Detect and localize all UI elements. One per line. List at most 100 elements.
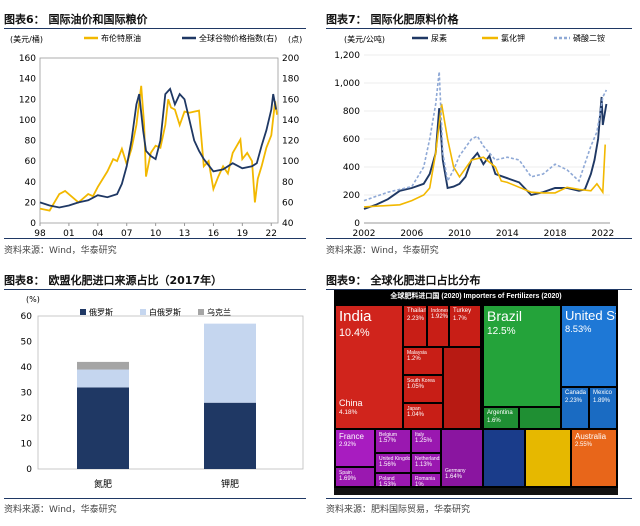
treemap-block-asia-other [444, 348, 480, 428]
treemap-share-label: 2.55% [575, 442, 593, 448]
treemap-country-label: Netherlands [415, 456, 440, 462]
treemap-country-label: Indonesia [431, 308, 448, 314]
chart6-source: 资料来源：Wind，华泰研究 [4, 246, 117, 256]
treemap-block-south-korea: South Korea 1.05% [404, 376, 442, 402]
treemap-block-romania: Romania 1% [412, 474, 440, 486]
chart6-frame [39, 57, 279, 224]
treemap-block-turkey: Turkey 1.7% [450, 306, 480, 346]
treemap-country-label: Germany [445, 468, 466, 474]
treemap-country-label: South Korea [407, 378, 435, 384]
treemap-country-label: United States [565, 308, 616, 323]
treemap-block-poland: Poland 1.53% [376, 474, 410, 486]
treemap-share-label: 1.56% [379, 462, 397, 469]
chart6-unit-left: (美元/桶) [10, 34, 43, 44]
treemap-share-label: 4.18% [339, 409, 358, 417]
treemap-share-label: 1.92% [431, 314, 448, 321]
treemap-share-label: 1.04% [407, 412, 425, 419]
chart7-title-rule [326, 28, 632, 29]
treemap-share-label: 1.57% [379, 438, 397, 445]
treemap-block-netherlands: Netherlands 1.13% [412, 454, 440, 472]
chart8-legend-label: 白俄罗斯 [149, 307, 181, 317]
treemap-share-label: 1.64% [445, 474, 463, 481]
chart9-title-rule [326, 289, 632, 290]
chart6-ytick-right: 60 [282, 198, 294, 208]
chart9-source: 资料来源：肥料国际贸易，华泰研究 [326, 505, 471, 515]
treemap-share-label: 10.4% [339, 326, 370, 339]
treemap-block-thailand: Thailand2.23% [404, 306, 426, 346]
chart6-series-oil [39, 85, 278, 212]
chart6-legend-label: 布伦特原油 [101, 33, 141, 43]
treemap-share-label: 1.7% [453, 315, 467, 322]
treemap-block-argentina: Argentina 1.6% [484, 408, 518, 428]
chart6-unit-right: (点) [288, 35, 302, 44]
chart8-legend-swatch [198, 309, 204, 315]
chart7-series-line [363, 96, 608, 210]
treemap-share-label: 1.89% [593, 397, 611, 404]
chart8-ytick: 40 [21, 363, 33, 373]
treemap-share-label: 8.53% [565, 324, 592, 335]
treemap-block-mexico: Mexico 1.89% [590, 388, 616, 428]
chart7-panel: 图表7： 国际化肥原料价格 0 200 400 600 800 1,000 1,200 200… [322, 0, 640, 263]
treemap-title: 全球肥料进口国 (2020) Importers of Fertilizers … [334, 290, 618, 304]
treemap-share-label: 1.25% [415, 438, 433, 445]
treemap-block-other [526, 430, 570, 486]
chart7-xtick: 2022 [591, 229, 614, 239]
chart6-ytick-left: 140 [19, 75, 36, 85]
treemap-legend-strip [334, 488, 618, 495]
treemap-block-australia: Australia 2.55% [572, 430, 616, 486]
chart7-ytick: 0 [354, 219, 360, 229]
chart7-xtick: 2014 [496, 229, 519, 239]
treemap-share-label: 1.13% [415, 462, 433, 469]
chart9-panel: 图表9： 全球化肥进口占比分布 全球肥料进口国 (2020) Importers… [322, 263, 640, 526]
chart9-source-rule [326, 498, 632, 499]
treemap-block-italy: Italy 1.25% [412, 430, 440, 452]
treemap-block-malaysia: Malaysia 1.2% [404, 348, 442, 374]
chart6-ytick-right: 160 [282, 95, 299, 105]
treemap-country-label: Japan [407, 406, 421, 412]
treemap-country-label: Brazil [487, 308, 523, 324]
treemap-block-france: France 2.92% [336, 430, 374, 466]
treemap-block-indonesia: Indonesia1.92% [428, 306, 448, 346]
chart7-source: 资料来源：Wind，华泰研究 [326, 246, 439, 256]
chart8-source: 资料来源：Wind，华泰研究 [4, 505, 117, 515]
chart8-title-rule [4, 289, 306, 290]
chart6-ytick-right: 120 [282, 137, 299, 147]
chart8-bar-segment [77, 361, 129, 370]
chart8-legend-swatch [80, 309, 86, 315]
treemap-country-label: Romania [415, 476, 436, 482]
treemap-block-belgium: Belgium 1.57% [376, 430, 410, 452]
treemap-country-label: Thailand [407, 308, 426, 314]
chart8-legend-label: 俄罗斯 [89, 307, 113, 317]
treemap-block-spain: Spain 1.69% [336, 468, 374, 486]
chart8-panel: 图表8： 欧盟化肥进口来源占比（2017年） 0 10 20 30 40 50 60 (%) 俄… [0, 263, 315, 526]
chart7-legend-label: 尿素 [431, 33, 447, 43]
treemap-country-label: Turkey [453, 308, 472, 314]
chart6-ytick-left: 80 [25, 137, 37, 147]
chart7-title: 图表7： 国际化肥原料价格 [326, 13, 459, 26]
chart7-ytick: 1,200 [334, 51, 360, 61]
chart6-xtick: 01 [63, 229, 74, 239]
chart7-ytick: 800 [343, 107, 360, 117]
chart8-category-label: 钾肥 [221, 478, 239, 490]
treemap-country-label: Poland [379, 476, 395, 482]
treemap-share-label: 1.69% [339, 476, 357, 483]
treemap-share-label: 12.5% [487, 325, 516, 337]
treemap-country-label: Belgium [379, 432, 398, 438]
treemap-block-china: China 4.18% [336, 396, 402, 428]
chart6-series-grain [39, 87, 277, 209]
treemap-block-africa [484, 430, 524, 486]
chart9-title: 图表9： 全球化肥进口占比分布 [326, 274, 481, 287]
treemap-country-label: Australia [575, 432, 607, 441]
chart6-ytick-right: 100 [282, 157, 299, 167]
treemap-block-canada: Canada 2.23% [562, 388, 588, 428]
treemap-block-japan: Japan 1.04% [404, 404, 442, 428]
chart6-ytick-left: 100 [19, 116, 36, 126]
chart8-frame [37, 315, 304, 470]
chart8-ytick: 50 [21, 338, 33, 348]
chart8-unit-left: (%) [26, 295, 40, 304]
chart6-xtick: 13 [179, 229, 190, 239]
treemap-country-label: United Kingdom [379, 456, 410, 462]
chart8-ytick: 0 [26, 465, 32, 475]
chart7-ytick: 600 [343, 135, 360, 145]
